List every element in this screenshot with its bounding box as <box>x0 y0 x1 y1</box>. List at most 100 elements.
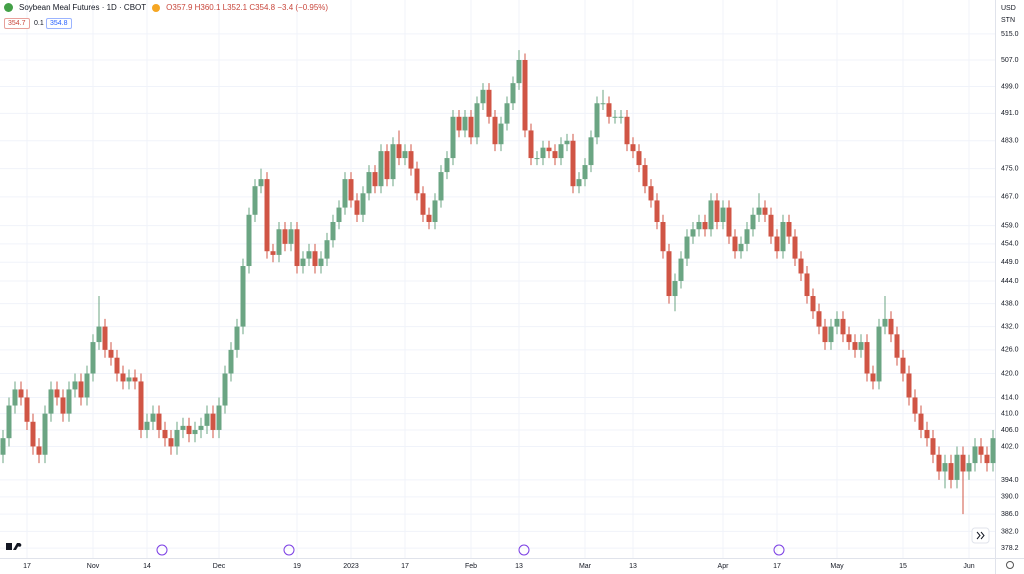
y-tick-label: 390.0 <box>1001 494 1019 501</box>
candle-body <box>558 144 564 159</box>
y-tick-label: 426.0 <box>1001 347 1019 354</box>
candle-body <box>972 446 978 464</box>
candle-body <box>966 463 972 472</box>
sell-button[interactable]: 354.7 <box>4 18 30 29</box>
market-status <box>152 3 161 12</box>
candle-body <box>888 318 894 335</box>
candle-body <box>228 349 234 374</box>
y-tick-label: 444.0 <box>1001 278 1019 285</box>
x-tick-label: Jun <box>963 563 974 570</box>
event-icon[interactable] <box>518 544 530 556</box>
candle-body <box>288 229 294 244</box>
y-tick-label: 382.0 <box>1001 528 1019 535</box>
candle-body <box>294 229 300 267</box>
candle-body <box>684 236 690 259</box>
candle-body <box>246 214 252 267</box>
candle-body <box>234 326 240 350</box>
candle-body <box>462 116 468 131</box>
candle-body <box>552 151 558 159</box>
candle-body <box>102 326 108 350</box>
candle-body <box>546 147 552 152</box>
candle-body <box>948 463 954 480</box>
candle-body <box>672 280 678 297</box>
candle-body <box>330 222 336 241</box>
candle-body <box>618 116 624 118</box>
candle-body <box>534 158 540 160</box>
logo <box>6 543 22 550</box>
x-tick-label: 13 <box>629 563 637 570</box>
candle-body <box>402 151 408 159</box>
candle-body <box>354 200 360 215</box>
candle-body <box>756 207 762 215</box>
candle-body <box>612 116 618 118</box>
candle-body <box>276 229 282 255</box>
candle-body <box>876 326 882 382</box>
candle-body <box>306 251 312 259</box>
y-tick-label: 432.0 <box>1001 323 1019 330</box>
candle-body <box>408 151 414 169</box>
axis-labels: USD STN 515.0 507.0 499.0 491.0 483.0 475.0 46… <box>23 5 1019 570</box>
candle-body <box>762 207 768 215</box>
candle-body <box>42 413 48 455</box>
candle-body <box>324 240 330 259</box>
candle-body <box>378 151 384 187</box>
event-icon[interactable] <box>156 544 168 556</box>
candle-body <box>144 421 150 430</box>
candle-body <box>90 342 96 374</box>
candle-body <box>252 186 258 215</box>
scroll-button[interactable] <box>971 527 990 544</box>
candle-body <box>396 144 402 159</box>
x-tick-label: Mar <box>579 563 592 570</box>
candle-body <box>36 446 42 455</box>
candle-body <box>702 222 708 230</box>
x-tick-label: 17 <box>401 563 409 570</box>
y-tick-label: 414.0 <box>1001 394 1019 401</box>
candle-body <box>750 214 756 230</box>
y-tick-label: 499.0 <box>1001 83 1019 90</box>
candle-body <box>528 130 534 159</box>
candle-body <box>648 186 654 201</box>
candle-body <box>708 200 714 230</box>
candle-body <box>438 172 444 201</box>
candle-body <box>930 438 936 455</box>
candle-body <box>348 179 354 201</box>
candle-body <box>540 147 546 159</box>
candle-body <box>258 179 264 187</box>
candle-body <box>366 172 372 194</box>
event-icon[interactable] <box>773 544 785 556</box>
y-tick-label: 491.0 <box>1001 110 1019 117</box>
candle-body <box>432 200 438 223</box>
candle-body <box>864 342 870 374</box>
candle-body <box>156 413 162 430</box>
candle-body <box>768 214 774 237</box>
candle-body <box>426 214 432 223</box>
x-tick-label: 13 <box>515 563 523 570</box>
candle-body <box>270 251 276 255</box>
candle-body <box>78 381 84 398</box>
unit: STN <box>1001 17 1015 24</box>
x-tick-label: Nov <box>87 563 100 570</box>
candle-body <box>822 326 828 343</box>
candle-body <box>588 137 594 166</box>
candle-body <box>18 389 24 398</box>
candle-body <box>564 140 570 145</box>
buy-button[interactable]: 354.8 <box>46 18 72 29</box>
event-icon[interactable] <box>283 544 295 556</box>
candle-body <box>198 425 204 430</box>
candle-body <box>660 222 666 252</box>
candle-body <box>786 222 792 237</box>
candle-body <box>570 140 576 187</box>
candle-body <box>210 413 216 430</box>
y-tick-label: 438.0 <box>1001 300 1019 307</box>
candle-body <box>924 429 930 439</box>
y-tick-label: 483.0 <box>1001 138 1019 145</box>
candle-body <box>504 103 510 124</box>
candle-body <box>138 381 144 430</box>
candle-body <box>174 429 180 447</box>
candle-body <box>600 103 606 105</box>
candle-body <box>186 425 192 435</box>
settings-icon[interactable] <box>1006 561 1014 569</box>
candle-body <box>594 103 600 138</box>
